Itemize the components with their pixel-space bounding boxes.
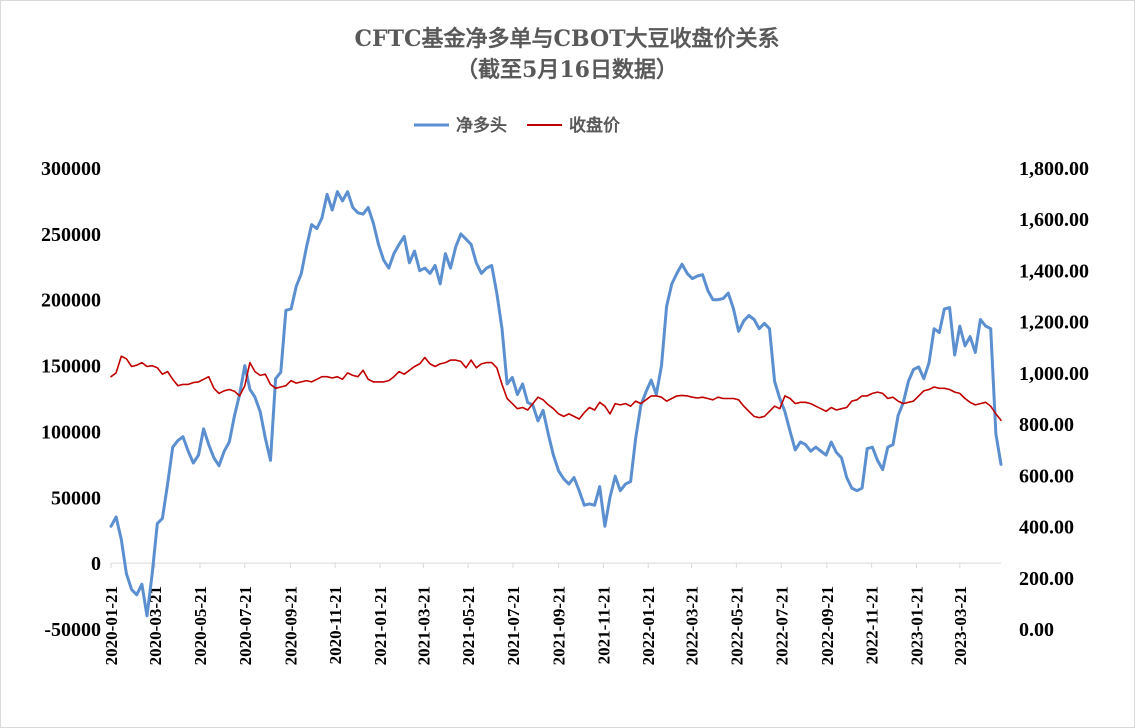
x-tick-label: 2020-11-21 xyxy=(326,586,345,664)
x-tick-label: 2023-01-21 xyxy=(907,586,926,665)
x-tick-label: 2022-05-21 xyxy=(727,586,746,665)
y-left-tick-label: 0 xyxy=(91,553,101,575)
y-right-tick-label: 600.00 xyxy=(1019,465,1074,487)
legend-label-close-price: 收盘价 xyxy=(569,115,621,136)
x-tick-label: 2020-09-21 xyxy=(281,586,300,665)
series-line-close-price xyxy=(110,355,1002,422)
x-tick-label: 2020-05-21 xyxy=(191,586,210,665)
y-left-tick-label: 150000 xyxy=(41,356,101,378)
x-tick-label: 2021-11-21 xyxy=(594,586,613,664)
y-right-tick-label: 400.00 xyxy=(1019,517,1074,539)
chart-title: CFTC基金净多单与CBOT大豆收盘价关系 xyxy=(354,26,779,52)
y-left-tick-label: 300000 xyxy=(41,158,101,180)
y-axis-left: -50000 0 50000 100000 150000 200000 250000 3000… xyxy=(41,158,101,641)
x-tick-label: 2022-11-21 xyxy=(863,586,882,664)
y-right-tick-label: 0.00 xyxy=(1019,619,1054,641)
x-tick-label: 2021-03-21 xyxy=(414,586,433,665)
y-right-tick-label: 1,600.00 xyxy=(1019,209,1089,231)
x-tick-label: 2021-05-21 xyxy=(459,586,478,665)
x-tick-label: 2023-03-21 xyxy=(951,586,970,665)
y-right-tick-label: 1,800.00 xyxy=(1019,158,1089,180)
y-right-tick-label: 1,200.00 xyxy=(1019,312,1089,334)
y-left-tick-label: 200000 xyxy=(41,290,101,312)
x-axis: 2020-01-21 2020-03-21 2020-05-21 2020-07-21… xyxy=(102,563,970,665)
x-tick-label: 2022-09-21 xyxy=(818,586,837,665)
y-left-tick-label: 100000 xyxy=(41,421,101,443)
y-right-tick-label: 1,400.00 xyxy=(1019,260,1089,282)
y-right-tick-label: 800.00 xyxy=(1019,414,1074,436)
x-tick-label: 2021-09-21 xyxy=(550,586,569,665)
y-left-tick-label: 50000 xyxy=(51,487,101,509)
series-layer xyxy=(109,190,1003,618)
y-right-tick-label: 1,000.00 xyxy=(1019,363,1089,385)
chart-subtitle: （截至5月16日数据） xyxy=(456,57,678,83)
x-tick-label: 2021-01-21 xyxy=(371,586,390,665)
legend: 净多头 收盘价 xyxy=(414,115,621,136)
y-left-tick-label: -50000 xyxy=(44,619,101,641)
x-tick-label: 2022-01-21 xyxy=(639,586,658,665)
x-tick-label: 2022-03-21 xyxy=(683,586,702,665)
legend-label-net-long: 净多头 xyxy=(456,115,507,136)
x-tick-label: 2022-07-21 xyxy=(772,586,791,665)
y-right-tick-label: 200.00 xyxy=(1019,568,1074,590)
y-left-tick-label: 250000 xyxy=(41,224,101,246)
x-tick-label: 2020-07-21 xyxy=(236,586,255,665)
series-line-net-long xyxy=(109,190,1003,618)
y-axis-right: 0.00 200.00 400.00 600.00 800.00 1,000.00 1,20… xyxy=(1019,158,1089,641)
x-tick-label: 2021-07-21 xyxy=(504,586,523,665)
x-tick-label: 2020-03-21 xyxy=(146,586,165,665)
x-tick-label: 2020-01-21 xyxy=(102,586,121,665)
